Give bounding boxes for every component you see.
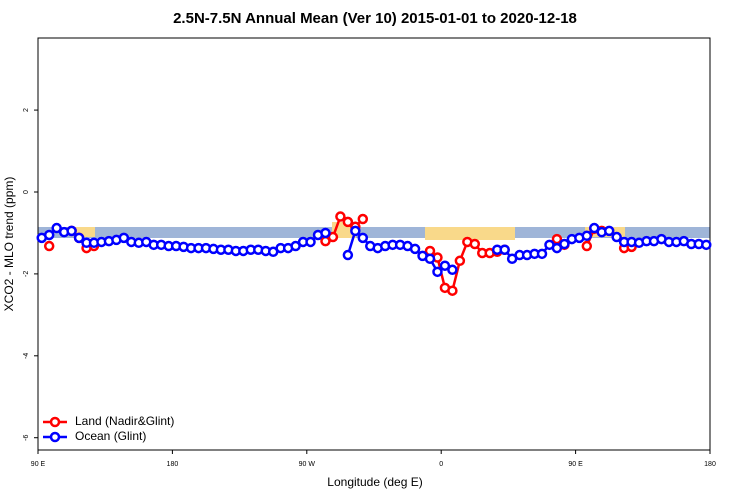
point — [327, 231, 339, 243]
point — [73, 232, 85, 244]
point — [559, 238, 570, 250]
band — [38, 227, 710, 238]
point — [611, 231, 622, 243]
chart-title: 2.5N-7.5N Annual Mean (Ver 10) 2015-01-0… — [173, 10, 577, 27]
y-axis-label: XCO2 - MLO trend (ppm) — [2, 177, 16, 312]
y-tick-label: -4 — [23, 353, 30, 359]
point — [43, 240, 55, 252]
x-tick-label: 180 — [167, 461, 179, 468]
x-axis-label: Longitude (deg E) — [327, 475, 422, 489]
point — [581, 230, 593, 242]
point — [551, 242, 563, 254]
point — [305, 236, 316, 248]
point — [350, 225, 361, 237]
legend-marker — [49, 431, 61, 443]
band-patch — [425, 227, 515, 240]
point — [499, 244, 510, 255]
legend-label: Land (Nadir&Glint) — [75, 414, 174, 428]
x-tick-label: 90 E — [31, 461, 46, 468]
point — [469, 238, 481, 250]
point — [447, 285, 458, 296]
legend-marker — [49, 416, 61, 428]
point — [43, 229, 55, 241]
point — [357, 213, 369, 225]
point — [589, 222, 600, 234]
point — [290, 240, 301, 252]
x-tick-label: 90 E — [568, 461, 583, 468]
legend-label: Ocean (Glint) — [75, 429, 146, 443]
point — [454, 255, 466, 267]
point — [342, 249, 354, 261]
point — [335, 211, 346, 222]
point — [603, 225, 615, 237]
x-tick-label: 180 — [704, 461, 716, 468]
point — [357, 232, 369, 244]
point — [536, 248, 548, 260]
y-tick-label: 2 — [23, 108, 30, 112]
point — [701, 239, 712, 251]
y-tick-label: -2 — [23, 271, 30, 277]
point — [342, 216, 354, 228]
point — [581, 240, 593, 252]
point — [432, 266, 443, 278]
point — [66, 225, 77, 237]
point — [447, 264, 458, 276]
x-tick-label: 0 — [439, 461, 443, 468]
point — [409, 243, 421, 255]
band-patch — [75, 227, 95, 237]
y-tick-label: -6 — [23, 434, 30, 440]
point — [51, 222, 62, 234]
point — [320, 227, 331, 239]
point — [424, 253, 436, 264]
y-tick-label: 0 — [23, 190, 30, 194]
point — [118, 232, 130, 244]
point — [439, 260, 451, 271]
x-tick-label: 90 W — [299, 461, 316, 468]
